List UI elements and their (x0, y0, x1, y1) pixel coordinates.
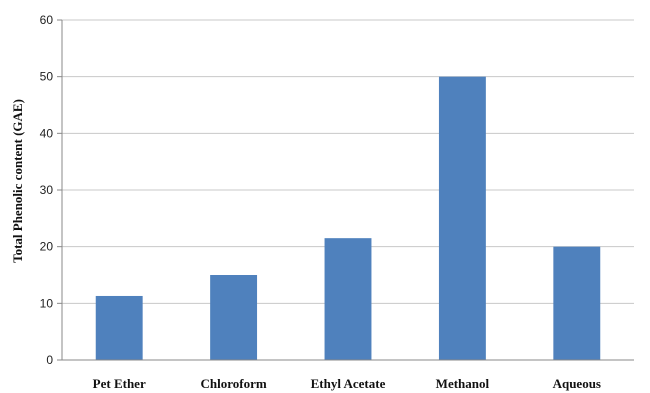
y-tick-label: 60 (40, 13, 54, 27)
bar (553, 246, 601, 360)
y-tick-label: 0 (46, 353, 53, 367)
bar (95, 295, 143, 360)
y-tick-label: 30 (40, 183, 54, 197)
y-axis-title: Total Phenolic content (GAE) (10, 99, 25, 263)
bar (438, 76, 486, 361)
x-tick-label: Chloroform (200, 376, 266, 391)
y-tick-label: 40 (40, 126, 54, 140)
y-tick-labels: 0 10 20 30 40 50 60 (40, 13, 54, 367)
axes (61, 20, 634, 361)
bar (324, 238, 372, 360)
gridlines (57, 19, 634, 361)
y-tick-label: 50 (40, 70, 54, 84)
x-tick-labels: Pet Ether Chloroform Ethyl Acetate Methanol… (93, 376, 601, 391)
x-tick-label: Methanol (436, 376, 490, 391)
y-tick-label: 10 (40, 296, 54, 310)
y-tick-label: 20 (40, 240, 54, 254)
x-tick-label: Aqueous (553, 376, 601, 391)
x-tick-label: Pet Ether (93, 376, 146, 391)
x-tick-label: Ethyl Acetate (311, 376, 386, 391)
bar (210, 275, 258, 360)
bars (95, 76, 601, 361)
